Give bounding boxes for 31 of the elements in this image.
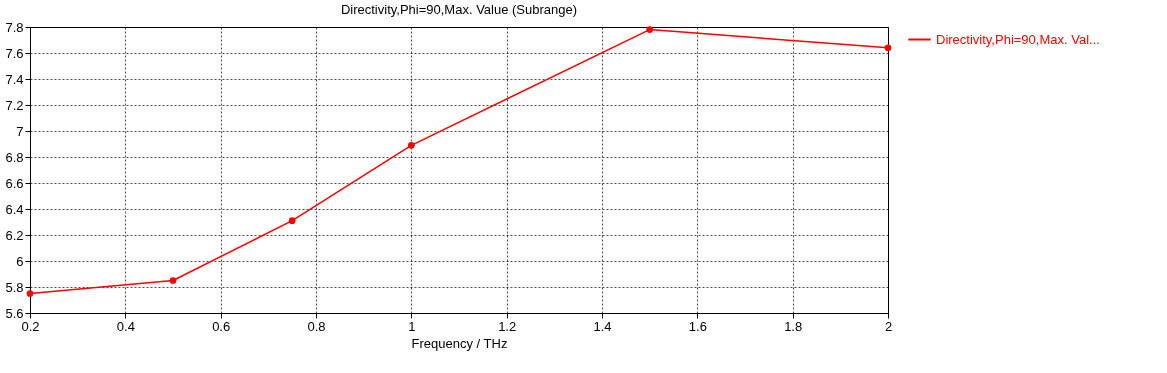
y-tick-label: 6.6 [5,175,24,191]
y-tick-label: 7.4 [5,71,24,87]
x-tick-label: 2 [884,318,893,334]
x-tick-label: 1.8 [784,318,803,334]
x-tick-label: 0.8 [307,318,326,334]
x-tick-label: 1.2 [498,318,517,334]
chart-title: Directivity,Phi=90,Max. Value (Subrange) [340,2,578,17]
y-tick-label: 6 [16,253,24,269]
x-tick-label: 0.2 [21,318,40,334]
y-tick-label: 5.8 [5,279,24,295]
x-tick-label: 1.4 [593,318,612,334]
y-tick-label: 6.4 [5,201,24,217]
y-tick-label: 5.6 [5,305,24,321]
y-tick-label: 7.6 [5,45,24,61]
y-tick-label: 6.2 [5,227,24,243]
point [288,217,296,225]
y-tick-label: 6.8 [5,149,24,165]
x-tick-label: 1.6 [688,318,707,334]
legend-label: Directivity,Phi=90,Max. Val... [936,31,1100,47]
point [407,141,415,149]
point [169,277,177,284]
point [884,44,892,52]
y-tick-label: 7.2 [5,97,24,113]
x-tick-label: 0.6 [212,318,231,334]
y-tick-label: 7 [16,123,24,139]
x-tick-label: 0.4 [116,318,135,334]
y-tick-label: 7.8 [5,19,24,35]
point [646,26,654,33]
x-axis-title: Frequency / THz [411,335,508,351]
point [26,290,34,297]
x-tick-label: 1 [408,318,416,334]
